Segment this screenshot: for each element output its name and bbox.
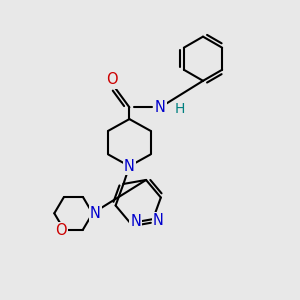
Text: O: O [106, 72, 118, 87]
Text: O: O [55, 224, 67, 238]
Text: N: N [130, 214, 141, 229]
Text: H: H [174, 102, 184, 116]
Text: N: N [124, 159, 135, 174]
Text: N: N [155, 100, 166, 115]
Text: N: N [90, 206, 101, 221]
Text: N: N [153, 213, 164, 228]
